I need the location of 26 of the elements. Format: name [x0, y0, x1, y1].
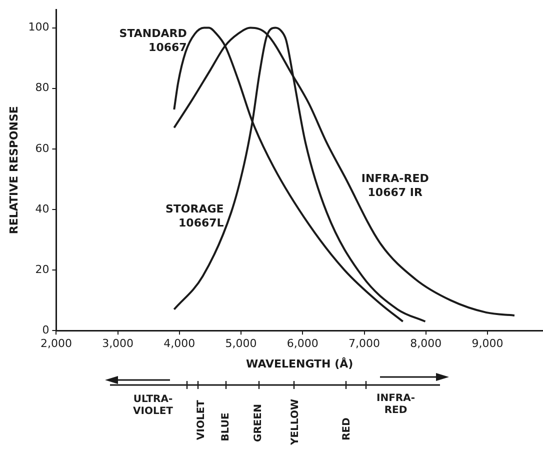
text: INFRA- RED	[376, 393, 416, 417]
y-tick-label: 60	[35, 142, 50, 155]
x-tick-label: 6,000	[286, 337, 318, 350]
series-label: STANDARD 10667	[119, 26, 187, 54]
y-axis-title: RELATIVE RESPONSE	[7, 106, 20, 234]
x-tick-label: 2,000	[40, 337, 72, 350]
series-label: INFRA-RED 10667 IR	[361, 172, 429, 200]
y-tick-label: 20	[35, 262, 50, 276]
text: ULTRA- VIOLET	[133, 394, 173, 418]
x-tick-label: 3,000	[102, 337, 134, 350]
text: RED	[340, 418, 353, 440]
text: VIOLET	[196, 400, 208, 440]
x-tick-label: 8,000	[410, 337, 442, 350]
x-tick-label: 9,000	[472, 337, 504, 350]
y-tick-label: 40	[35, 202, 50, 216]
text: GREEN	[252, 404, 265, 442]
text: BLUE	[220, 412, 232, 442]
x-tick-label: 4,000	[164, 337, 196, 350]
text: YELLOW	[290, 399, 302, 445]
series-label: STORAGE 10667L	[165, 202, 224, 230]
x-axis-title: WAVELENGTH (Å)	[246, 356, 354, 370]
y-tick-label: 0	[42, 323, 50, 336]
y-tick-label: 80	[35, 81, 50, 94]
x-tick-label: 7,000	[348, 337, 380, 350]
x-tick-label: 5,000	[225, 337, 257, 350]
y-tick-label: 100	[28, 20, 50, 34]
